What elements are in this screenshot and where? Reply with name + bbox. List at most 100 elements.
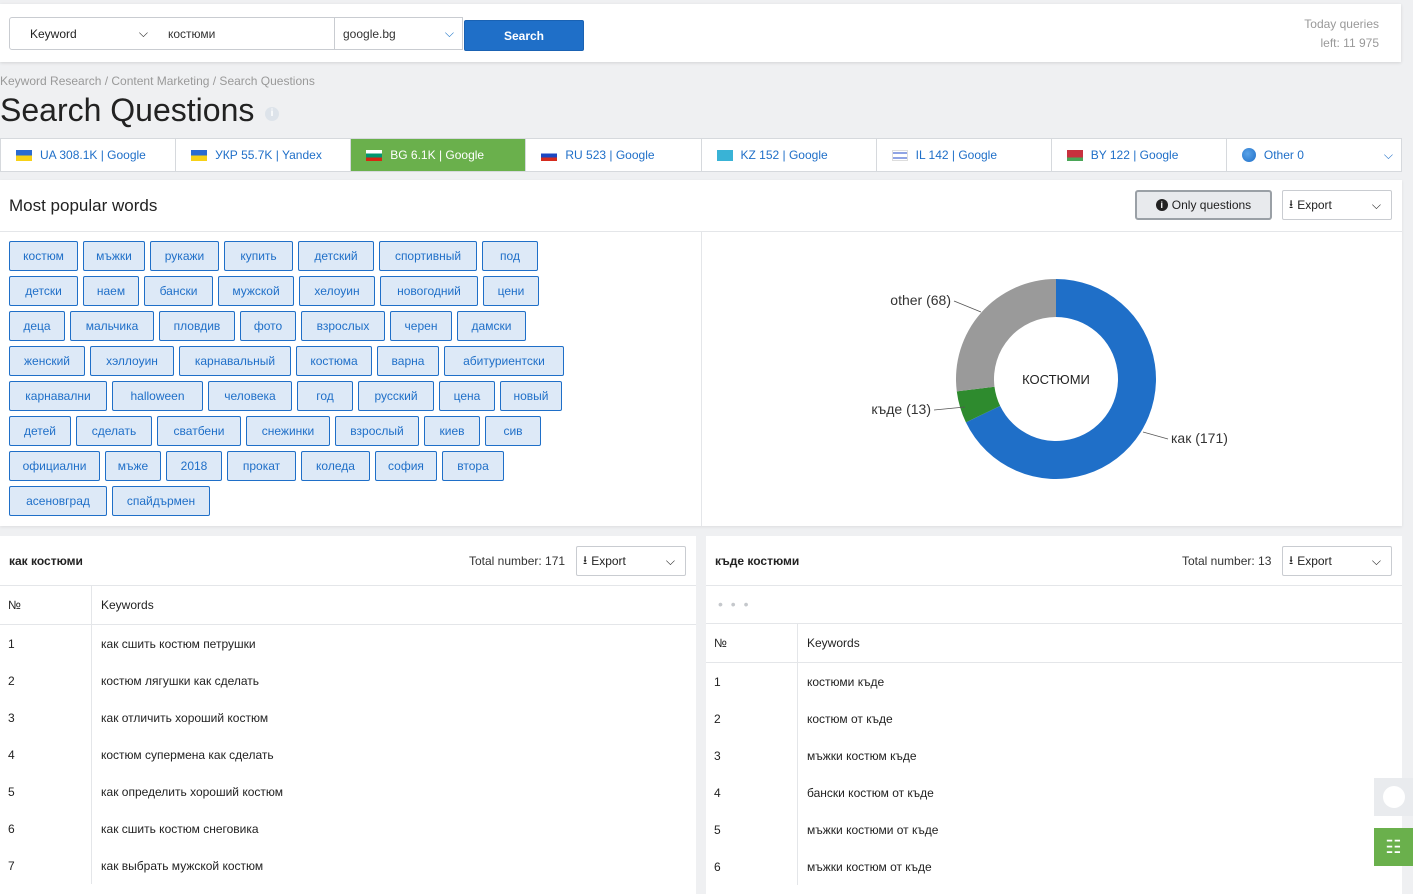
row-keyword[interactable]: как сшить костюм петрушки (101, 636, 256, 651)
tab-by-google[interactable]: BY 122 | Google (1052, 139, 1227, 171)
search-button[interactable]: Search (464, 20, 584, 51)
tab-kz-google[interactable]: KZ 152 | Google (702, 139, 877, 171)
table-row[interactable]: 7 как выбрать мужской костюм (0, 847, 696, 884)
column-keywords[interactable]: Keywords (101, 598, 154, 612)
scroll-top-button[interactable] (1374, 778, 1413, 816)
word-tag[interactable]: русский (358, 381, 434, 411)
word-tag[interactable]: костюм (9, 241, 78, 271)
export-button[interactable]: ⭳ Export ⌵ (1282, 546, 1392, 576)
row-keyword[interactable]: костюми къде (807, 674, 885, 689)
row-keyword[interactable]: костюм супермена как сделать (101, 747, 274, 762)
word-tag[interactable]: спайдърмен (112, 486, 210, 516)
column-keywords[interactable]: Keywords (807, 636, 860, 650)
row-keyword[interactable]: мъжки костюм къде (807, 748, 917, 763)
export-button[interactable]: ⭳ Export ⌵ (576, 546, 686, 576)
word-tag[interactable]: цена (439, 381, 495, 411)
tab-ru-google[interactable]: RU 523 | Google (526, 139, 702, 171)
row-keyword[interactable]: как отличить хороший костюм (101, 710, 269, 725)
word-tag[interactable]: хэллоуин (90, 346, 174, 376)
search-type-select[interactable]: Keyword ⌵ (9, 17, 159, 50)
chat-button[interactable]: ☷ (1374, 828, 1413, 866)
word-tag[interactable]: женский (9, 346, 85, 376)
word-tag[interactable]: взрослых (301, 311, 385, 341)
word-tag[interactable]: новогодний (380, 276, 478, 306)
word-tag[interactable]: halloween (112, 381, 203, 411)
donut-slice[interactable] (965, 279, 1156, 479)
word-tag[interactable]: асеновград (9, 486, 107, 516)
word-tag[interactable]: снежинки (246, 416, 330, 446)
table-row[interactable]: 2 костюм от къде (706, 700, 1402, 737)
table-row[interactable]: 2 костюм лягушки как сделать (0, 662, 696, 699)
table-row[interactable]: 4 костюм супермена как сделать (0, 736, 696, 773)
row-keyword[interactable]: мъжки костюми от къде (807, 822, 939, 837)
tab-bg-google[interactable]: BG 6.1K | Google (351, 139, 527, 171)
word-tag[interactable]: мужской (218, 276, 294, 306)
donut-slice[interactable] (956, 279, 1056, 392)
word-tag[interactable]: дамски (457, 311, 526, 341)
word-tag[interactable]: киев (424, 416, 480, 446)
column-number[interactable]: № (0, 586, 92, 624)
table-row[interactable]: 3 мъжки костюм къде (706, 737, 1402, 774)
word-tag[interactable]: 2018 (166, 451, 222, 481)
column-number[interactable]: № (706, 624, 798, 662)
tab-il-google[interactable]: IL 142 | Google (877, 139, 1052, 171)
word-tag[interactable]: карнавални (9, 381, 107, 411)
only-questions-button[interactable]: i Only questions (1135, 190, 1272, 220)
chevron-down-icon[interactable]: ⌵ (1383, 147, 1393, 162)
table-row[interactable]: 1 как сшить костюм петрушки (0, 625, 696, 662)
word-tag[interactable]: хелоуин (299, 276, 375, 306)
word-tag[interactable]: черен (390, 311, 452, 341)
word-tag[interactable]: цени (483, 276, 539, 306)
row-keyword[interactable]: мъжки костюм от къде (807, 859, 932, 874)
row-keyword[interactable]: бански костюм от къде (807, 785, 934, 800)
row-keyword[interactable]: костюм лягушки как сделать (101, 673, 260, 688)
word-tag[interactable]: купить (224, 241, 293, 271)
word-tag[interactable]: варна (377, 346, 439, 376)
word-tag[interactable]: сделать (76, 416, 152, 446)
row-keyword[interactable]: как выбрать мужской костюм (101, 858, 264, 873)
search-engine-select[interactable]: google.bg ⌵ (334, 17, 463, 50)
word-tag[interactable]: софия (375, 451, 437, 481)
table-row[interactable]: 5 мъжки костюми от къде (706, 811, 1402, 848)
keyword-input[interactable] (158, 17, 335, 50)
word-tag[interactable]: костюма (296, 346, 372, 376)
word-tag[interactable]: абитуриентски (444, 346, 564, 376)
row-keyword[interactable]: костюм от къде (807, 711, 893, 726)
word-tag[interactable]: официални (9, 451, 100, 481)
word-tag[interactable]: взрослый (335, 416, 419, 446)
row-keyword[interactable]: как определить хороший костюм (101, 784, 284, 799)
word-tag[interactable]: сватбени (157, 416, 241, 446)
word-tag[interactable]: бански (144, 276, 213, 306)
word-tag[interactable]: детский (298, 241, 374, 271)
word-tag[interactable]: под (482, 241, 538, 271)
word-tag[interactable]: новый (500, 381, 562, 411)
word-tag[interactable]: мальчика (70, 311, 154, 341)
donut-slice[interactable] (956, 386, 1001, 423)
tab-other[interactable]: Other 0 ⌵ (1227, 139, 1401, 171)
table-row[interactable]: 6 как сшить костюм снеговика (0, 810, 696, 847)
word-tag[interactable]: год (297, 381, 353, 411)
table-row[interactable]: 4 бански костюм от къде (706, 774, 1402, 811)
word-tag[interactable]: детей (9, 416, 71, 446)
word-tag[interactable]: спортивный (379, 241, 477, 271)
word-tag[interactable]: втора (442, 451, 504, 481)
word-tag[interactable]: карнавальный (179, 346, 291, 376)
table-row[interactable]: 1 костюми къде (706, 663, 1402, 700)
word-tag[interactable]: фото (240, 311, 296, 341)
word-tag[interactable]: мъжки (83, 241, 145, 271)
tab-ua-yandex[interactable]: УКР 55.7K | Yandex (176, 139, 352, 171)
word-tag[interactable]: деца (9, 311, 65, 341)
export-button[interactable]: ⭳ Export ⌵ (1282, 190, 1392, 220)
word-tag[interactable]: детски (9, 276, 78, 306)
word-tag[interactable]: коледа (301, 451, 370, 481)
word-tag[interactable]: пловдив (159, 311, 235, 341)
word-tag[interactable]: наем (83, 276, 139, 306)
word-tag[interactable]: рукажи (150, 241, 219, 271)
word-tag[interactable]: сив (485, 416, 541, 446)
tab-ua-google[interactable]: UA 308.1K | Google (1, 139, 177, 171)
table-row[interactable]: 3 как отличить хороший костюм (0, 699, 696, 736)
table-row[interactable]: 6 мъжки костюм от къде (706, 848, 1402, 885)
table-row[interactable]: 5 как определить хороший костюм (0, 773, 696, 810)
word-tag[interactable]: мъже (105, 451, 161, 481)
row-keyword[interactable]: как сшить костюм снеговика (101, 821, 259, 836)
